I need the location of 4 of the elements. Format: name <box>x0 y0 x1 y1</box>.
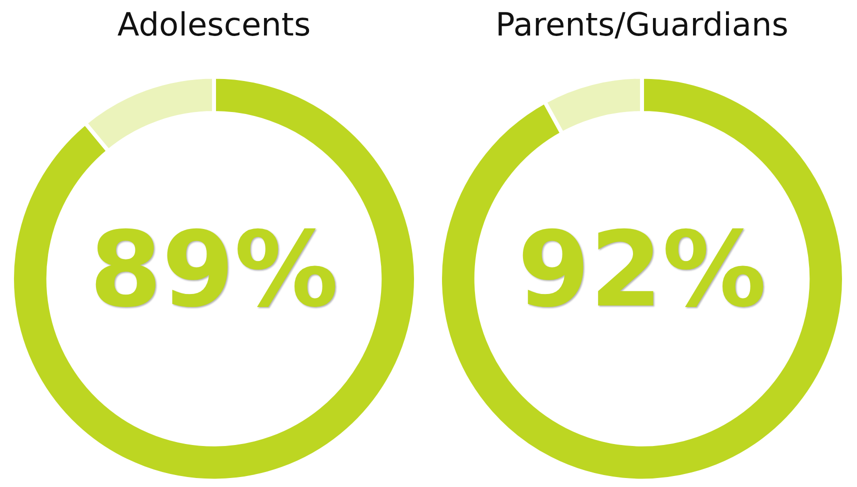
chart-title: Parents/Guardians <box>496 6 788 44</box>
data-label: 92% <box>518 208 766 331</box>
data-label: 89% <box>90 208 338 331</box>
chart-title: Adolescents <box>117 6 311 44</box>
